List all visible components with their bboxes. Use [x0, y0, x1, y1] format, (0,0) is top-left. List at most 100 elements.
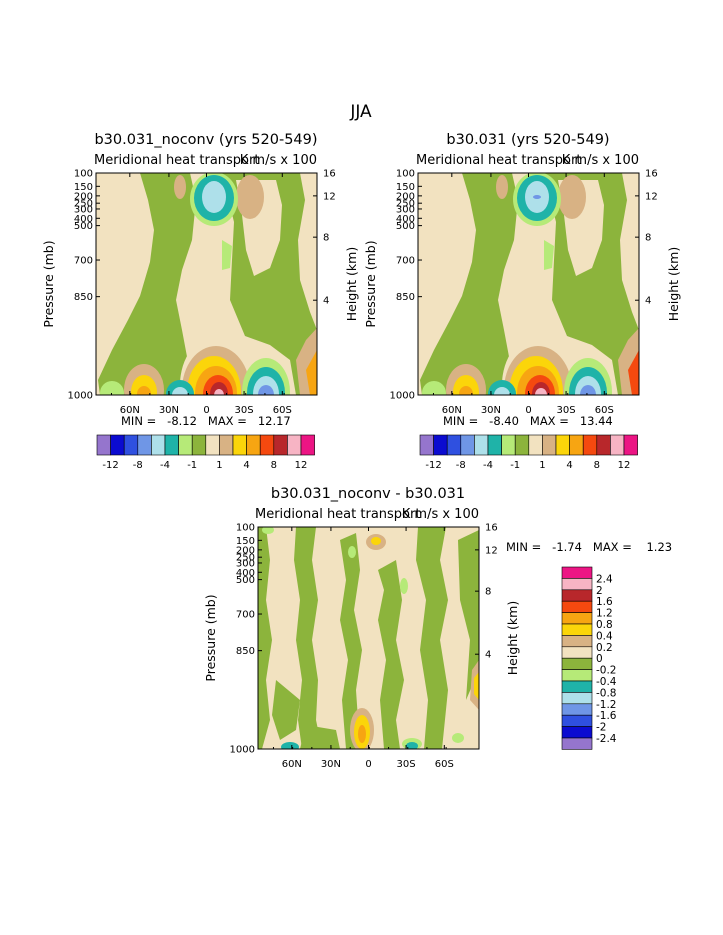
colorbar-label: -8: [133, 460, 143, 471]
colorbar-swatch: [596, 434, 611, 456]
contour-band: [340, 533, 362, 749]
contour-blob: [494, 387, 510, 395]
contour-blob: [474, 672, 479, 700]
colorbar: 2.421.61.20.80.40.20-0.2-0.4-0.8-1.2-1.6…: [561, 566, 617, 750]
contour-blob: [535, 388, 547, 395]
x-tick-label: 60S: [435, 759, 454, 770]
colorbar-swatch: [232, 434, 247, 456]
colorbar-swatch: [151, 434, 166, 456]
colorbar: -12 -8 -4 -1 1 4 8 12: [96, 434, 315, 471]
colorbar-label: -2: [596, 722, 606, 734]
contour-blob: [214, 389, 224, 395]
colorbar-label: -8: [456, 460, 466, 471]
y-tick-label: 300: [236, 558, 255, 569]
x-tick-label: 60N: [120, 405, 140, 416]
x-tick-label: 30S: [557, 405, 576, 416]
panel-units: K m/s x 100: [562, 153, 639, 168]
contour-blob: [452, 733, 464, 743]
contour-blob: [174, 175, 186, 199]
colorbar-label: -0.4: [596, 676, 617, 688]
colorbar-label: -4: [160, 460, 170, 471]
y-axis-label: Pressure (mb): [203, 594, 218, 681]
colorbar-swatch: [582, 434, 598, 456]
contour-blob: [358, 725, 366, 743]
stats-text: MIN = -8.40 MAX = 13.44: [443, 414, 613, 428]
y-tick-label: 400: [396, 214, 415, 225]
contour-blob: [453, 375, 479, 395]
x-tick-label: 30N: [159, 405, 179, 416]
contour-blob: [422, 381, 446, 395]
colorbar-swatch: [561, 703, 593, 716]
y-tick-label: 300: [396, 204, 415, 215]
contour-field: [258, 527, 479, 749]
contour-blob: [172, 387, 188, 395]
colorbar-swatch: [561, 589, 593, 602]
colorbar-swatch: [561, 726, 593, 739]
colorbar-label: 1.2: [596, 608, 613, 620]
colorbar-swatch: [623, 434, 638, 456]
panel-subtitle: Meridional heat transport: [94, 153, 259, 168]
colorbar-swatch: [501, 434, 516, 456]
colorbar: -12 -8 -4 -1 1 4 8 12: [419, 434, 638, 471]
colorbar-swatch: [446, 434, 462, 456]
y2-tick-label: 16: [645, 169, 658, 180]
y-tick-label: 300: [74, 204, 93, 215]
panel-title: b30.031_noconv (yrs 520-549): [94, 132, 317, 148]
colorbar-swatch: [610, 434, 625, 456]
panel-title: b30.031_noconv - b30.031: [271, 486, 465, 502]
colorbar-swatch: [561, 635, 593, 648]
contour-band: [258, 527, 272, 749]
contour-zero-band: [98, 173, 196, 395]
colorbar-swatch: [259, 434, 275, 456]
contour-band: [378, 560, 404, 749]
colorbar-swatch: [555, 434, 570, 456]
colorbar-label: 1: [539, 460, 545, 471]
colorbar-swatch: [474, 434, 489, 456]
colorbar-swatch: [561, 600, 593, 613]
colorbar-swatch: [419, 434, 434, 456]
contour-blob: [580, 385, 596, 395]
x-tick-label: 60N: [442, 405, 462, 416]
y-tick-label: 700: [74, 256, 93, 267]
y2-axis-label: Height (km): [344, 247, 359, 321]
panel-subtitle: Meridional heat transport: [416, 153, 581, 168]
x-tick-label: 60N: [282, 759, 302, 770]
colorbar-label: 4: [566, 460, 572, 471]
y-tick-label: 150: [396, 182, 415, 193]
y-tick-label: 500: [396, 221, 415, 232]
contour-band: [272, 680, 300, 740]
x-tick-label: 30S: [397, 759, 416, 770]
contour-blob: [459, 386, 473, 395]
x-tick-label: 30N: [481, 405, 501, 416]
y-tick-label: 200: [236, 545, 255, 556]
colorbar-label: -2.4: [596, 733, 617, 745]
y-tick-label: 500: [74, 221, 93, 232]
y2-tick-label: 8: [485, 587, 491, 598]
y2-tick-label: 16: [323, 169, 336, 180]
colorbar-swatch: [164, 434, 179, 456]
y-axis-label: Pressure (mb): [41, 240, 56, 327]
y-tick-label: 250: [236, 553, 255, 564]
y-tick-label: 100: [74, 169, 93, 180]
colorbar-swatch: [137, 434, 152, 456]
contour-blob: [100, 381, 124, 395]
x-tick-label: 30N: [321, 759, 341, 770]
panel-difference: b30.031_noconv - b30.031 Meridional heat…: [203, 486, 672, 770]
contour-blob: [131, 375, 157, 395]
colorbar-swatch: [287, 434, 302, 456]
colorbar-swatch: [487, 434, 502, 456]
contour-field: [418, 173, 639, 395]
panel-units: K m/s x 100: [402, 507, 479, 522]
contour-blob: [406, 742, 418, 749]
contour-band: [294, 527, 322, 749]
panel-control: b30.031 (yrs 520-549) Meridional heat tr…: [363, 132, 681, 471]
stats-text: MIN = -8.12 MAX = 12.17: [121, 414, 291, 428]
colorbar-swatch: [123, 434, 139, 456]
stats-text: MIN = -1.74 MAX = 1.23: [506, 540, 672, 554]
contour-band: [300, 725, 340, 749]
colorbar-label: 8: [594, 460, 600, 471]
y-tick-label: 250: [74, 199, 93, 210]
